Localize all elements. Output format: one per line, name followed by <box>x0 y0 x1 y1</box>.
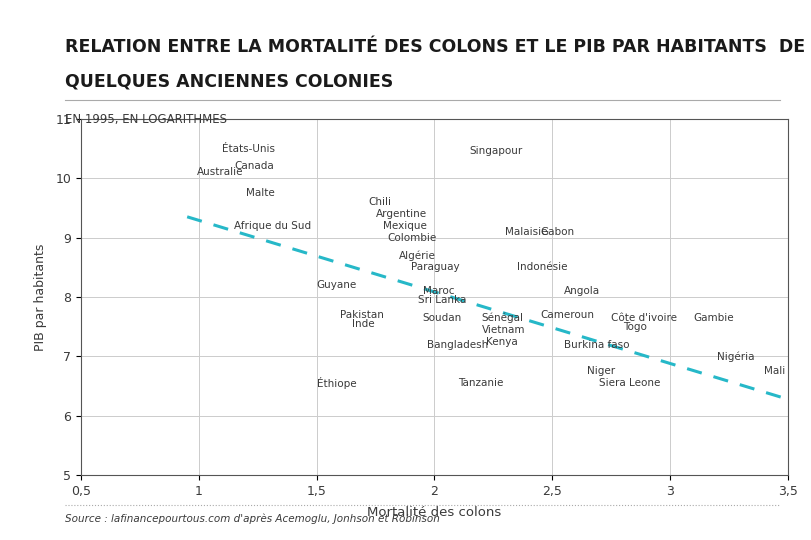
Text: États-Unis: États-Unis <box>222 144 275 153</box>
Text: Niger: Niger <box>586 366 615 376</box>
Text: Éthiope: Éthiope <box>316 377 356 389</box>
Text: Kenya: Kenya <box>486 336 517 347</box>
Text: QUELQUES ANCIENNES COLONIES: QUELQUES ANCIENNES COLONIES <box>65 73 393 91</box>
Text: Nigéria: Nigéria <box>716 351 753 362</box>
Text: Mali: Mali <box>763 366 784 376</box>
Text: Sri Lanka: Sri Lanka <box>418 295 466 305</box>
Text: Singapour: Singapour <box>469 146 522 157</box>
Text: Burkina faso: Burkina faso <box>563 340 629 349</box>
Text: Vietnam: Vietnam <box>481 325 525 335</box>
Text: Malte: Malte <box>246 188 274 198</box>
Text: RELATION ENTRE LA MORTALITÉ DES COLONS ET LE PIB PAR HABITANTS  DE: RELATION ENTRE LA MORTALITÉ DES COLONS E… <box>65 38 804 56</box>
Text: Sénégal: Sénégal <box>481 313 523 323</box>
Text: Indonésie: Indonésie <box>516 262 567 272</box>
Text: Malaisie: Malaisie <box>504 227 547 237</box>
Text: Source : lafinancepourtous.com d'après Acemoglu, Jonhson et Robinson: Source : lafinancepourtous.com d'après A… <box>65 514 440 524</box>
Text: Inde: Inde <box>351 319 374 329</box>
Text: Maroc: Maroc <box>422 286 453 296</box>
Text: Togo: Togo <box>622 322 646 332</box>
Text: Gabon: Gabon <box>540 227 574 237</box>
Text: Canada: Canada <box>234 161 273 171</box>
Text: Colombie: Colombie <box>387 233 436 242</box>
Text: Pakistan: Pakistan <box>340 310 384 320</box>
Text: Mexique: Mexique <box>382 221 426 231</box>
Text: Angola: Angola <box>563 286 599 296</box>
Text: Cameroun: Cameroun <box>540 310 594 320</box>
Text: Gambie: Gambie <box>693 313 733 323</box>
Text: Australie: Australie <box>196 167 242 177</box>
Text: Algérie: Algérie <box>399 250 436 261</box>
Y-axis label: PIB par habitants: PIB par habitants <box>34 244 47 350</box>
Text: Soudan: Soudan <box>422 313 461 323</box>
Text: Tanzanie: Tanzanie <box>457 378 503 388</box>
Text: Guyane: Guyane <box>316 280 357 290</box>
Text: Siera Leone: Siera Leone <box>599 378 660 388</box>
Text: Paraguay: Paraguay <box>410 262 459 272</box>
Text: Argentine: Argentine <box>375 209 426 219</box>
Text: Bangladesh: Bangladesh <box>427 340 488 349</box>
Text: Chili: Chili <box>368 197 391 207</box>
X-axis label: Mortalité des colons: Mortalité des colons <box>367 507 501 519</box>
Text: Afrique du Sud: Afrique du Sud <box>234 221 311 231</box>
Text: EN 1995, EN LOGARITHMES: EN 1995, EN LOGARITHMES <box>65 113 227 126</box>
Text: Côte d'ivoire: Côte d'ivoire <box>610 313 676 323</box>
